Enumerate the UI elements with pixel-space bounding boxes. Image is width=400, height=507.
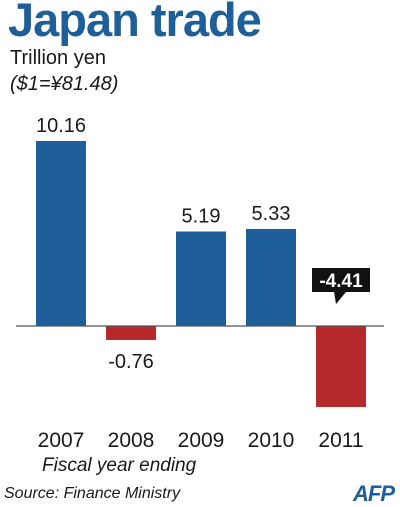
afp-logo: AFP	[353, 481, 395, 506]
data-label-2009: 5.19	[182, 205, 221, 227]
unit-label: Trillion yen	[10, 47, 106, 69]
data-label-2007: 10.16	[36, 115, 86, 137]
x-axis-label: Fiscal year ending	[42, 455, 197, 476]
tick-label-2008: 2008	[108, 429, 155, 452]
tick-label-2007: 2007	[38, 429, 85, 452]
tick-label-2011: 2011	[318, 429, 363, 452]
highlight-label-2011: -4.41	[312, 268, 370, 304]
bar-2011	[316, 326, 366, 407]
tick-label-2010: 2010	[248, 429, 295, 452]
exchange-rate-note: ($1=¥81.48)	[10, 73, 119, 95]
bar-2007	[36, 141, 86, 326]
data-label-2008: -0.76	[108, 351, 154, 373]
data-label-2010: 5.33	[252, 203, 291, 225]
source-note: Source: Finance Ministry	[4, 485, 181, 502]
bar-2009	[176, 231, 226, 326]
bar-2010	[246, 228, 296, 326]
chart-title: Japan trade	[8, 0, 262, 46]
data-label-2011: -4.41	[319, 271, 363, 292]
tick-label-2009: 2009	[178, 429, 225, 452]
bar-2008	[106, 326, 156, 340]
